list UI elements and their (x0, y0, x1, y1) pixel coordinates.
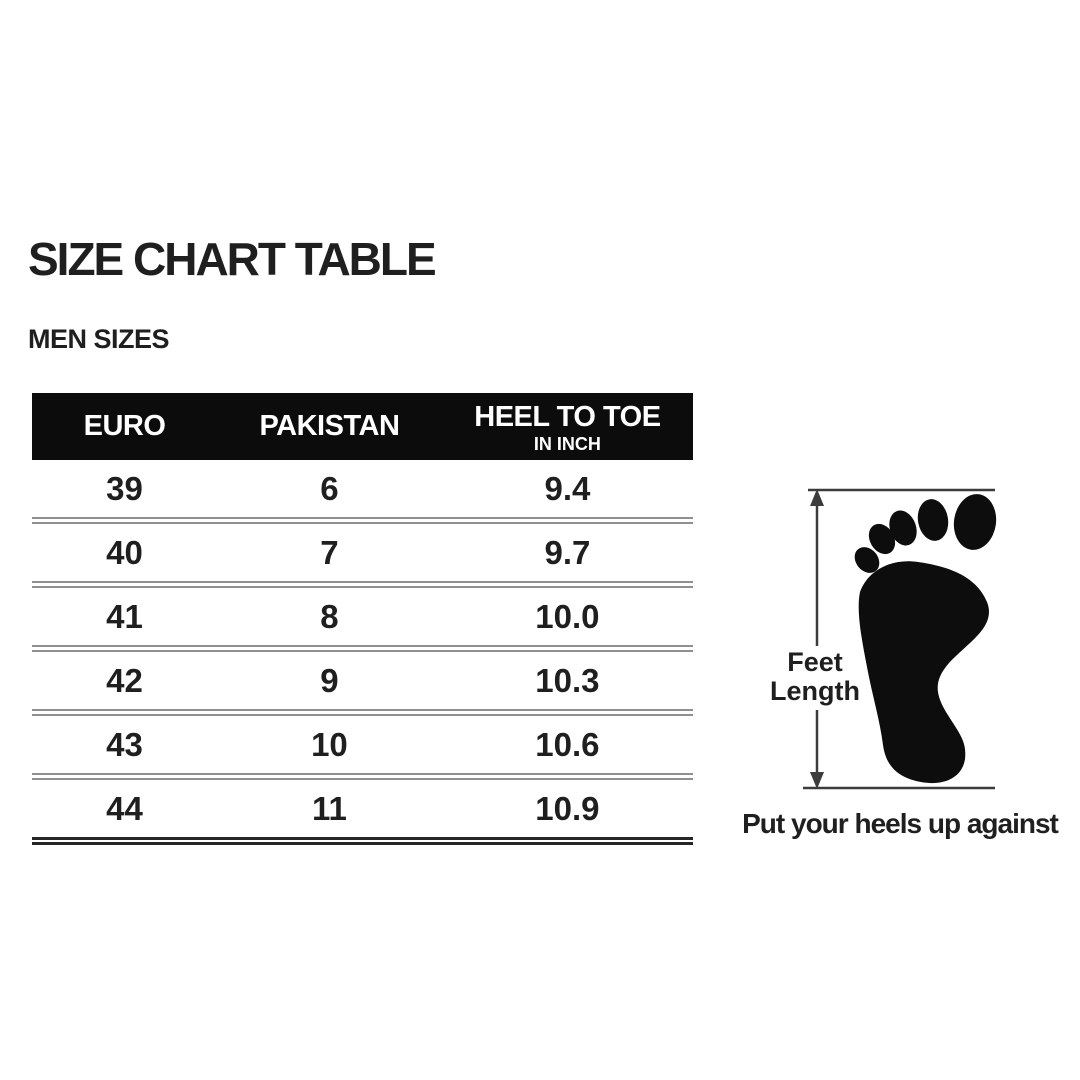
column-header-heel-to-toe-label: HEEL TO TOE (474, 400, 661, 433)
feet-length-line1: Feet (787, 647, 843, 677)
footprint-icon (854, 494, 997, 784)
size-cell: 9.7 (441, 520, 693, 588)
size-cell: 41 (32, 584, 218, 652)
size-table-body: 39 6 9.4 40 7 9.7 41 8 10.0 42 9 10.3 43 10 10.6 44 11 10… (32, 460, 693, 845)
feet-length-line2: Length (770, 676, 860, 706)
table-row: 42 9 10.3 (32, 648, 693, 716)
table-row: 44 11 10.9 (32, 776, 693, 845)
table-row: 41 8 10.0 (32, 584, 693, 652)
size-cell: 10.0 (441, 584, 693, 652)
table-row: 43 10 10.6 (32, 712, 693, 780)
size-cell: 44 (32, 776, 218, 845)
column-header-pakistan-label: PAKISTAN (259, 410, 400, 442)
size-cell: 6 (217, 460, 442, 524)
table-row: 39 6 9.4 (32, 460, 693, 524)
footprint-graphic (803, 488, 997, 790)
size-cell: 9 (217, 648, 442, 716)
size-cell: 43 (32, 712, 218, 780)
size-cell: 39 (32, 460, 218, 524)
size-cell: 9.4 (441, 460, 693, 524)
foot-measurement-diagram: Feet Length Put your heels up against (730, 470, 1070, 850)
column-header-euro-label: EURO (83, 410, 166, 442)
size-cell: 40 (32, 520, 218, 588)
size-cell: 42 (32, 648, 218, 716)
size-cell: 7 (217, 520, 442, 588)
size-table: EURO PAKISTAN HEEL TO TOE IN INCH 39 6 9.4… (32, 393, 693, 845)
size-cell: 10.9 (441, 776, 693, 845)
table-row: 40 7 9.7 (32, 520, 693, 588)
page-title: SIZE CHART TABLE (28, 233, 437, 285)
heels-instruction-caption: Put your heels up against (742, 808, 1059, 839)
arrow-down-icon (810, 772, 824, 789)
column-header-euro: EURO (32, 393, 218, 460)
header-row: EURO PAKISTAN HEEL TO TOE IN INCH (32, 393, 693, 460)
column-header-heel-to-toe: HEEL TO TOE IN INCH (441, 393, 693, 460)
size-cell: 11 (217, 776, 442, 845)
column-header-pakistan: PAKISTAN (217, 393, 442, 460)
size-table-header: EURO PAKISTAN HEEL TO TOE IN INCH (32, 393, 693, 460)
column-header-heel-to-toe-sublabel: IN INCH (533, 433, 601, 454)
feet-length-label: Feet Length (745, 648, 885, 706)
size-cell: 10 (217, 712, 442, 780)
section-subtitle: MEN SIZES (28, 324, 170, 354)
size-cell: 8 (217, 584, 442, 652)
size-cell: 10.3 (441, 648, 693, 716)
size-cell: 10.6 (441, 712, 693, 780)
arrow-up-icon (810, 489, 824, 506)
